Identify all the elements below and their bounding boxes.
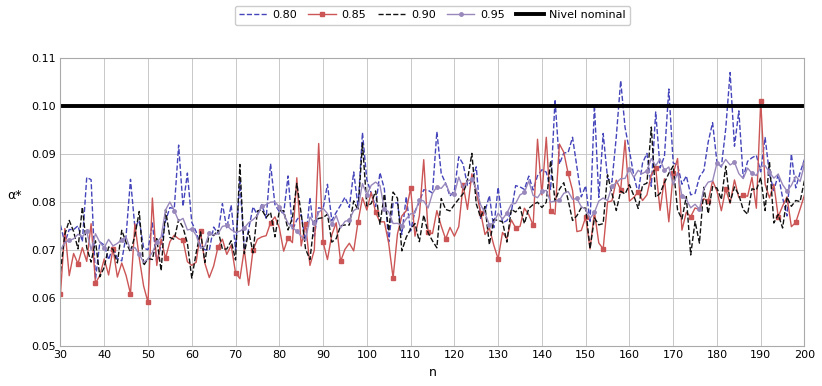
0.90 (524, 206, 533, 211)
Y-axis label: α*: α* (7, 189, 21, 202)
0.80 (90, 277, 100, 282)
0.95 (695, 207, 704, 212)
0.85 (800, 193, 810, 197)
0.95 (800, 162, 810, 166)
0.80 (580, 183, 590, 188)
0.90 (196, 230, 206, 234)
0.95 (56, 248, 66, 252)
0.90 (580, 206, 590, 210)
0.85 (524, 212, 533, 217)
0.85 (497, 230, 507, 235)
Line: 0.85: 0.85 (58, 99, 806, 304)
0.85 (196, 229, 206, 234)
0.80 (497, 221, 507, 225)
0.80 (196, 244, 206, 249)
0.85 (755, 99, 765, 103)
0.95 (139, 260, 149, 265)
0.95 (730, 160, 740, 164)
0.90 (187, 276, 196, 280)
X-axis label: n: n (428, 366, 436, 379)
0.90 (730, 185, 740, 189)
0.80 (800, 157, 810, 162)
Legend: 0.80, 0.85, 0.90, 0.95, Nivel nominal: 0.80, 0.85, 0.90, 0.95, Nivel nominal (234, 6, 630, 25)
0.90 (695, 241, 704, 245)
0.85 (580, 215, 590, 220)
0.95 (580, 207, 590, 212)
0.85 (143, 300, 153, 305)
Line: 0.80: 0.80 (61, 73, 805, 279)
0.80 (725, 70, 735, 75)
0.90 (56, 269, 66, 274)
0.90 (646, 125, 656, 129)
0.85 (725, 201, 735, 206)
0.95 (646, 156, 656, 161)
Line: 0.95: 0.95 (58, 157, 806, 264)
0.90 (497, 220, 507, 224)
0.85 (690, 206, 700, 210)
0.80 (524, 174, 533, 178)
0.80 (730, 144, 740, 149)
0.80 (56, 223, 66, 227)
0.90 (800, 178, 810, 183)
0.95 (196, 246, 206, 251)
0.95 (524, 179, 533, 183)
0.80 (690, 191, 700, 196)
0.85 (56, 291, 66, 296)
0.95 (497, 217, 507, 222)
Line: 0.90: 0.90 (61, 127, 805, 278)
